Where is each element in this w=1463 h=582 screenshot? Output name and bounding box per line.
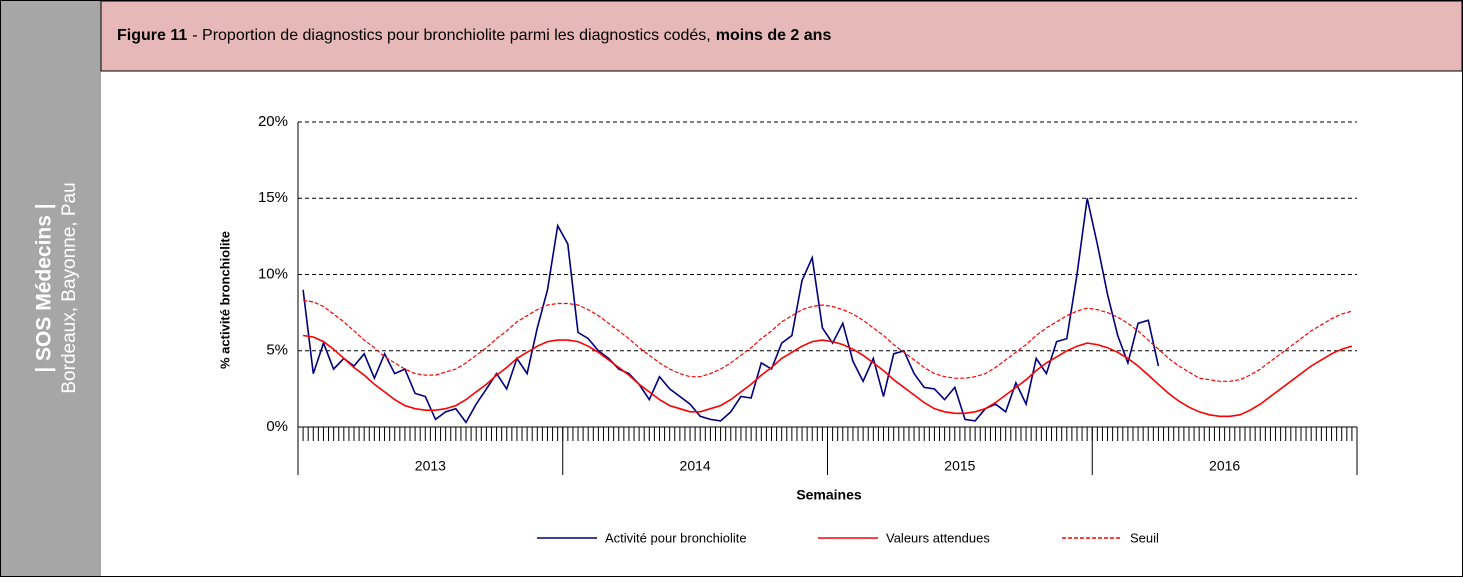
y-tick-label: 15% — [258, 189, 288, 206]
sidebar — [1, 1, 101, 576]
x-axis-label: Semaines — [796, 487, 862, 503]
x-tick-label: 2016 — [1209, 458, 1240, 474]
x-tick-label: 2014 — [680, 458, 711, 474]
legend-label: Valeurs attendues — [886, 530, 990, 545]
sidebar-title: | SOS Médecins | — [33, 203, 56, 372]
y-axis-label: % activité bronchiolite — [217, 231, 232, 369]
series-line — [303, 299, 1353, 382]
figure-number: Figure 11 — [117, 27, 187, 44]
header — [100, 0, 1463, 72]
title-bold: moins de 2 ans — [716, 27, 832, 44]
y-tick-label: 20% — [258, 113, 288, 130]
legend-label: Activité pour bronchiolite — [605, 530, 747, 545]
y-tick-label: 5% — [266, 342, 288, 359]
x-tick-label: 2015 — [944, 458, 975, 474]
title-text: - Proportion de diagnostics pour bronchi… — [192, 27, 711, 44]
x-tick-label: 2013 — [415, 458, 446, 474]
y-tick-label: 0% — [266, 418, 288, 435]
chart-title: Figure 11 - Proportion de diagnostics pou… — [117, 27, 831, 44]
sidebar-subtitle: Bordeaux, Bayonne, Pau — [59, 182, 80, 393]
legend-label: Seuil — [1130, 530, 1159, 545]
series-line — [302, 198, 1160, 424]
y-tick-label: 10% — [258, 265, 288, 282]
series-line — [302, 334, 1353, 418]
